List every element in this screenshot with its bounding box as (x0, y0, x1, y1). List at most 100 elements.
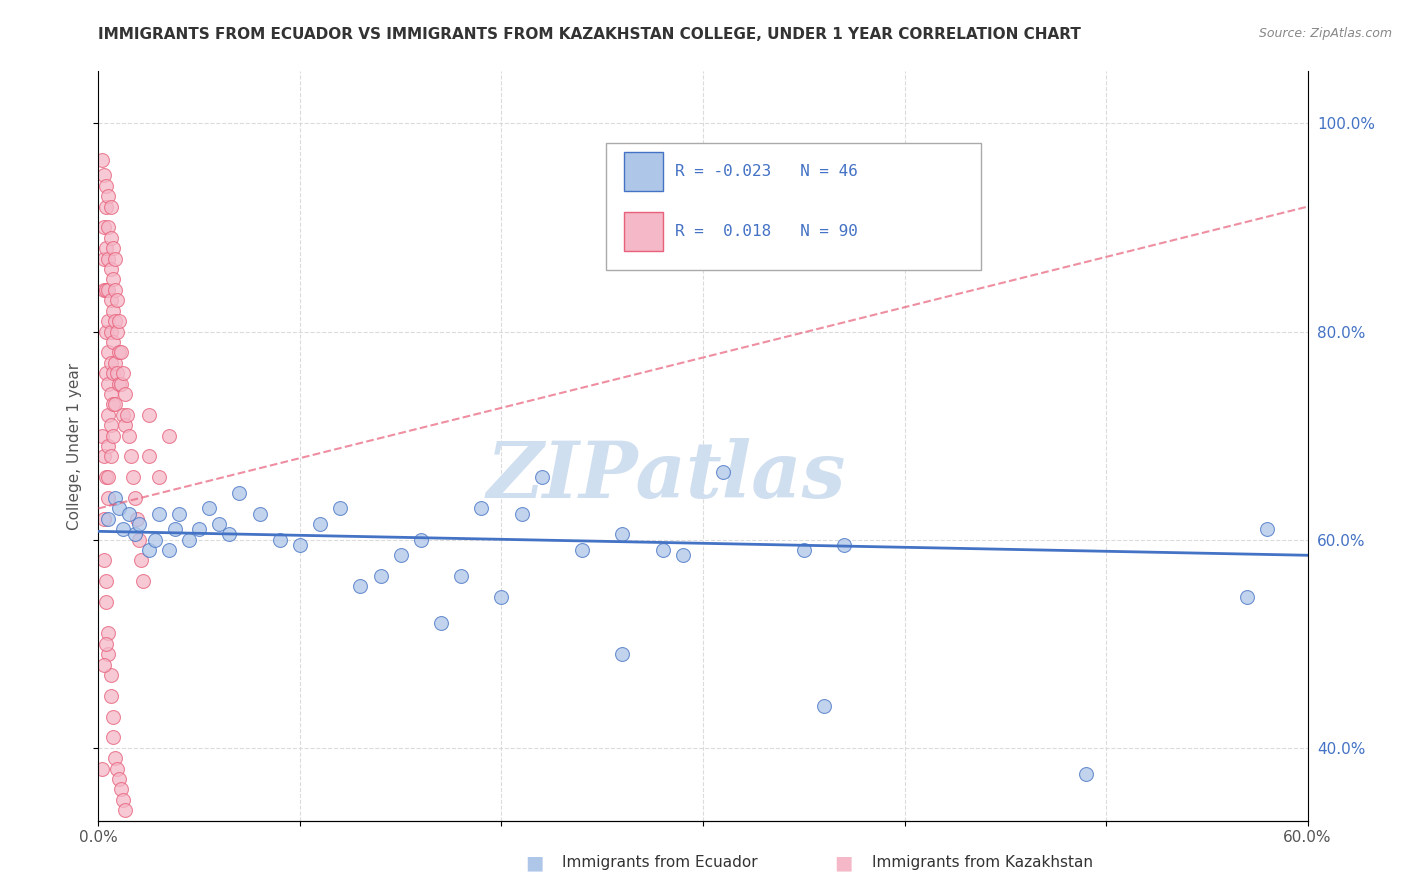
Point (1236, 590, 1258, 604)
Point (288, 538, 311, 552)
Point (93, 252, 115, 266)
Point (100, 418, 122, 433)
Point (103, 252, 125, 266)
Point (711, 465, 734, 479)
Point (100, 325, 122, 339)
Point (530, 470, 553, 484)
Point (96, 283, 118, 297)
Point (97, 470, 120, 484)
Text: IMMIGRANTS FROM ECUADOR VS IMMIGRANTS FROM KAZAKHSTAN COLLEGE, UNDER 1 YEAR CORR: IMMIGRANTS FROM ECUADOR VS IMMIGRANTS FR… (98, 27, 1081, 42)
Point (491, 590, 513, 604)
Point (97, 408, 120, 422)
Text: ■: ■ (524, 853, 544, 872)
Point (470, 501, 492, 516)
FancyBboxPatch shape (624, 153, 664, 191)
Point (97, 512, 120, 526)
Point (111, 793, 134, 807)
Point (103, 314, 125, 328)
Point (96, 574, 118, 589)
Point (105, 762, 128, 776)
Point (105, 325, 128, 339)
Point (124, 527, 146, 541)
Point (101, 334, 124, 349)
Point (101, 272, 124, 286)
Point (93, 553, 115, 567)
Point (97, 314, 120, 328)
Point (96, 200, 118, 214)
Point (672, 549, 695, 563)
Text: ZIPatlas: ZIPatlas (486, 438, 846, 514)
Point (128, 533, 150, 547)
FancyBboxPatch shape (606, 143, 981, 270)
Point (115, 408, 138, 422)
Point (100, 450, 122, 464)
Point (143, 533, 166, 547)
Point (111, 522, 134, 536)
Point (370, 569, 392, 583)
Point (612, 647, 634, 661)
Point (107, 501, 129, 516)
Point (100, 689, 122, 703)
Point (167, 507, 190, 521)
Point (103, 356, 125, 370)
Point (269, 533, 291, 547)
Point (96, 178, 118, 193)
Text: R =  0.018   N = 90: R = 0.018 N = 90 (675, 224, 858, 239)
Point (111, 366, 134, 380)
Point (101, 428, 124, 442)
Point (110, 345, 132, 359)
Point (100, 200, 122, 214)
Point (103, 751, 125, 765)
Point (114, 803, 136, 817)
Text: Immigrants from Ecuador: Immigrants from Ecuador (562, 855, 758, 870)
Point (309, 517, 332, 532)
Point (97, 376, 120, 391)
Point (103, 397, 125, 411)
Point (118, 428, 141, 442)
Point (101, 731, 124, 745)
Point (96, 470, 118, 484)
FancyBboxPatch shape (624, 212, 664, 252)
Point (97, 252, 120, 266)
Point (96, 637, 118, 651)
Point (228, 486, 250, 500)
Point (93, 283, 115, 297)
Point (793, 543, 815, 558)
Point (93, 169, 115, 183)
Point (832, 538, 855, 552)
Point (132, 574, 155, 589)
Y-axis label: College, Under 1 year: College, Under 1 year (66, 362, 82, 530)
Point (107, 345, 129, 359)
Point (249, 507, 271, 521)
Point (188, 522, 211, 536)
Point (218, 527, 240, 541)
Point (107, 314, 129, 328)
Point (157, 428, 180, 442)
Point (97, 220, 120, 235)
Point (103, 283, 125, 297)
Point (96, 366, 118, 380)
Point (510, 507, 533, 521)
Point (100, 356, 122, 370)
Text: ■: ■ (834, 853, 853, 872)
Point (651, 543, 673, 558)
Point (93, 220, 115, 235)
Point (97, 189, 120, 203)
Point (97, 345, 120, 359)
Point (163, 522, 186, 536)
Point (208, 517, 231, 532)
Point (105, 293, 128, 308)
Point (97, 439, 120, 453)
Point (571, 543, 593, 558)
Point (100, 293, 122, 308)
Point (107, 376, 129, 391)
Point (96, 325, 118, 339)
Point (813, 699, 835, 714)
Point (128, 517, 150, 532)
Point (329, 501, 352, 516)
Point (148, 470, 170, 484)
Text: R = -0.023   N = 46: R = -0.023 N = 46 (675, 164, 858, 179)
Point (120, 450, 142, 464)
Point (118, 507, 141, 521)
Point (430, 615, 453, 630)
